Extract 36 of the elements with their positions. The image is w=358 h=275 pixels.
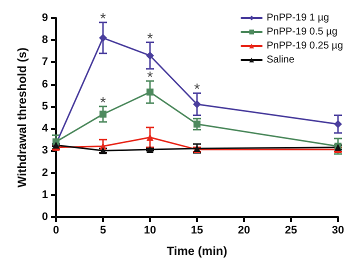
x-tick-label: 20	[238, 224, 250, 236]
point	[334, 120, 342, 128]
y-tick-label: 9	[42, 12, 48, 24]
y-tick-label: 4	[42, 122, 49, 135]
legend-label: PnPP-19 0.5 µg	[266, 26, 338, 38]
point	[146, 52, 154, 60]
point	[146, 146, 154, 154]
y-tick-label: 8	[42, 34, 48, 46]
x-tick-label: 10	[144, 224, 156, 236]
y-tick-label: 6	[42, 78, 48, 90]
annotation: *	[100, 10, 106, 28]
legend-label: PnPP-19 0.25 µg	[266, 40, 344, 52]
x-tick-label: 0	[52, 224, 60, 236]
y-tick-label: 1	[42, 188, 48, 201]
x-tick-label: 25	[284, 224, 298, 236]
y-axis-title: Withdrawal threshold (s)	[15, 48, 29, 188]
point	[100, 110, 106, 118]
x-tick-label: 5	[100, 224, 106, 236]
annotation: *	[100, 94, 106, 112]
point	[99, 34, 107, 42]
y-tick-label: 0	[42, 211, 48, 223]
point	[193, 100, 201, 108]
legend-label: PnPP-19 1 µg	[266, 12, 330, 24]
y-tick-label: 7	[42, 56, 48, 68]
y-tick-label: 2	[42, 166, 48, 179]
annotation: *	[147, 69, 154, 86]
annotation: *	[147, 30, 154, 48]
legend-label: Saline	[266, 54, 295, 66]
x-tick-label: 15	[190, 224, 204, 236]
y-tick-label: 3	[42, 144, 48, 157]
point	[146, 88, 154, 96]
point	[194, 120, 200, 128]
x-axis-title: Time (min)	[166, 244, 228, 258]
x-tick-label: 30	[332, 224, 344, 236]
annotation: *	[194, 81, 200, 98]
y-tick-label: 5	[42, 100, 48, 112]
